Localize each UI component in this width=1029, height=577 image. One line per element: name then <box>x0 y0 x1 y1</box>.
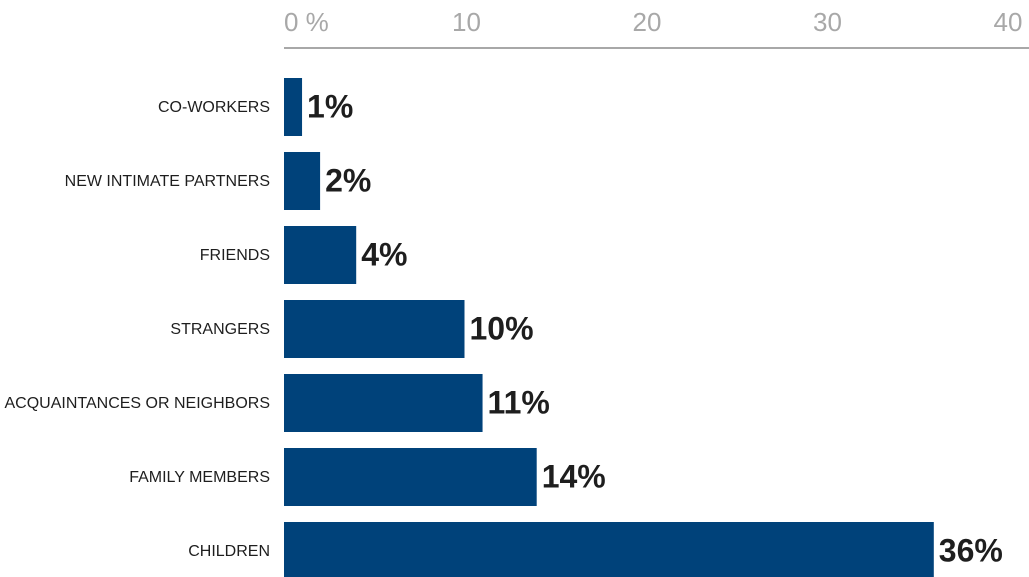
x-tick-label: 20 <box>633 7 662 37</box>
category-label: FRIENDS <box>200 247 270 264</box>
bar <box>284 522 934 577</box>
value-label: 14% <box>542 458 606 494</box>
bar <box>284 300 465 358</box>
category-label: FAMILY MEMBERS <box>129 469 270 486</box>
x-tick-label: 40 <box>994 7 1023 37</box>
category-label: CHILDREN <box>188 543 270 560</box>
bar <box>284 374 483 432</box>
category-label: NEW INTIMATE PARTNERS <box>65 173 270 190</box>
x-tick-label: 30 <box>813 7 842 37</box>
value-label: 11% <box>488 384 550 420</box>
bar <box>284 78 303 136</box>
bar <box>284 226 357 284</box>
bar <box>284 448 537 506</box>
category-label: ACQUAINTANCES OR NEIGHBORS <box>4 395 270 412</box>
value-label: 10% <box>470 310 534 346</box>
value-label: 36% <box>939 532 1003 568</box>
bar <box>284 152 321 210</box>
value-label: 4% <box>361 236 407 272</box>
x-tick-label: 0 % <box>284 7 329 37</box>
value-label: 1% <box>307 88 353 124</box>
category-label: STRANGERS <box>170 321 270 338</box>
x-tick-label: 10 <box>452 7 481 37</box>
category-label: CO-WORKERS <box>158 99 270 116</box>
value-label: 2% <box>325 162 371 198</box>
